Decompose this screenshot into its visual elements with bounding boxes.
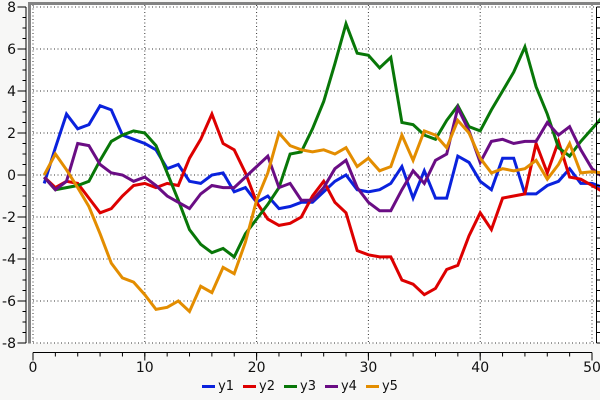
series-line-y2 xyxy=(43,110,600,297)
legend-swatch-y4 xyxy=(324,384,338,388)
legend-label-y1: y1 xyxy=(218,378,235,394)
series-line-y1 xyxy=(42,103,600,211)
plot-background xyxy=(31,2,600,344)
legend-label-y3: y3 xyxy=(300,378,316,394)
y-axis-tick-label: -4 xyxy=(2,252,16,268)
legend-label-y4: y4 xyxy=(340,378,357,394)
y-axis-tick-label: 0 xyxy=(7,168,16,184)
y-axis-tick-label: -8 xyxy=(2,336,16,352)
legend-swatch-y2 xyxy=(243,384,257,388)
series-line-y3 xyxy=(43,19,600,260)
x-axis-tick-label: 40 xyxy=(471,360,489,376)
legend-entry-y5: y5 xyxy=(365,378,398,394)
axis-frame xyxy=(28,2,600,344)
legend-label-y5: y5 xyxy=(381,378,398,394)
legend-entry-y2: y2 xyxy=(243,379,275,394)
y-axis-tick-label: -2 xyxy=(2,210,16,226)
y-axis-tick-label: -6 xyxy=(2,294,16,310)
x-axis-tick-label: 30 xyxy=(359,360,377,376)
x-axis-tick-label: 10 xyxy=(136,360,154,376)
y-axis-tick-label: 6 xyxy=(7,42,16,58)
legend-entry-y1: y1 xyxy=(202,379,234,394)
series-line-y4 xyxy=(43,103,600,213)
x-axis-tick-label: 50 xyxy=(583,360,600,376)
legend-swatch-y5 xyxy=(365,384,379,388)
x-axis-tick-label: 0 xyxy=(29,360,38,376)
legend-swatch-y3 xyxy=(284,384,298,388)
y-axis-tick-label: 2 xyxy=(7,126,16,142)
legend-swatch-y1 xyxy=(202,384,216,388)
grid-layer xyxy=(32,5,599,344)
legend-entry-y4: y4 xyxy=(324,378,357,394)
y-axis-tick-label: 4 xyxy=(7,84,16,100)
x-axis-ticks xyxy=(32,352,593,361)
x-axis-tick-label: 20 xyxy=(248,360,266,376)
chart-legend: y1 y2 y3 y4 y5 xyxy=(0,376,600,396)
legend-entry-y3: y3 xyxy=(284,379,316,394)
legend-label-y2: y2 xyxy=(259,378,276,394)
series-line-y5 xyxy=(42,117,600,315)
y-axis-ticks xyxy=(17,6,27,344)
y-axis-tick-label: 8 xyxy=(7,0,16,16)
right-axis-ticks xyxy=(596,6,600,344)
